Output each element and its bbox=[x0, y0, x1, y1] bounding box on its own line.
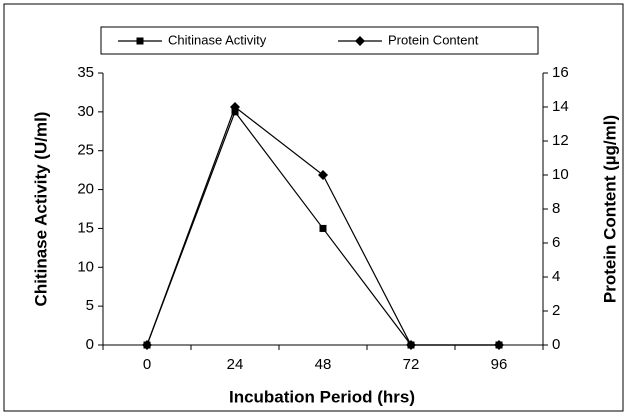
y2-tick-label: 8 bbox=[552, 200, 560, 217]
x-axis-title: Incubation Period (hrs) bbox=[229, 387, 415, 406]
data-point bbox=[230, 102, 240, 112]
chart-border bbox=[3, 3, 624, 412]
y-tick-label: 0 bbox=[86, 336, 94, 353]
y-tick-label: 30 bbox=[77, 103, 94, 120]
y-tick-label: 15 bbox=[77, 219, 94, 236]
y2-tick-label: 6 bbox=[552, 234, 560, 251]
y2-tick-label: 16 bbox=[552, 64, 569, 81]
data-point bbox=[319, 224, 327, 232]
x-tick-label: 24 bbox=[227, 356, 244, 373]
data-point bbox=[142, 340, 152, 350]
y-tick-label: 10 bbox=[77, 258, 94, 275]
data-point bbox=[494, 340, 504, 350]
y2-tick-label: 14 bbox=[552, 98, 569, 115]
y-tick-label: 35 bbox=[77, 64, 94, 81]
x-tick-label: 96 bbox=[491, 356, 508, 373]
y2-axis-title: Protein Content (µg/ml) bbox=[600, 115, 619, 303]
y-tick-label: 20 bbox=[77, 181, 94, 198]
y2-tick-label: 12 bbox=[552, 132, 569, 149]
y-tick-label: 25 bbox=[77, 142, 94, 159]
y2-tick-label: 2 bbox=[552, 302, 560, 319]
x-tick-label: 48 bbox=[315, 356, 332, 373]
legend-label: Protein Content bbox=[388, 32, 479, 47]
legend-marker bbox=[136, 37, 144, 45]
y2-tick-label: 0 bbox=[552, 336, 560, 353]
data-point bbox=[318, 170, 328, 180]
legend-label: Chitinase Activity bbox=[168, 32, 267, 47]
x-tick-label: 72 bbox=[403, 356, 420, 373]
y-axis-title: Chitinase Activity (U/ml) bbox=[31, 112, 50, 307]
data-point bbox=[406, 340, 416, 350]
y2-tick-label: 4 bbox=[552, 268, 560, 285]
y2-tick-label: 10 bbox=[552, 166, 569, 183]
x-tick-label: 0 bbox=[143, 356, 151, 373]
legend-marker bbox=[355, 36, 365, 46]
legend-box bbox=[100, 26, 539, 55]
y-tick-label: 5 bbox=[86, 297, 94, 314]
